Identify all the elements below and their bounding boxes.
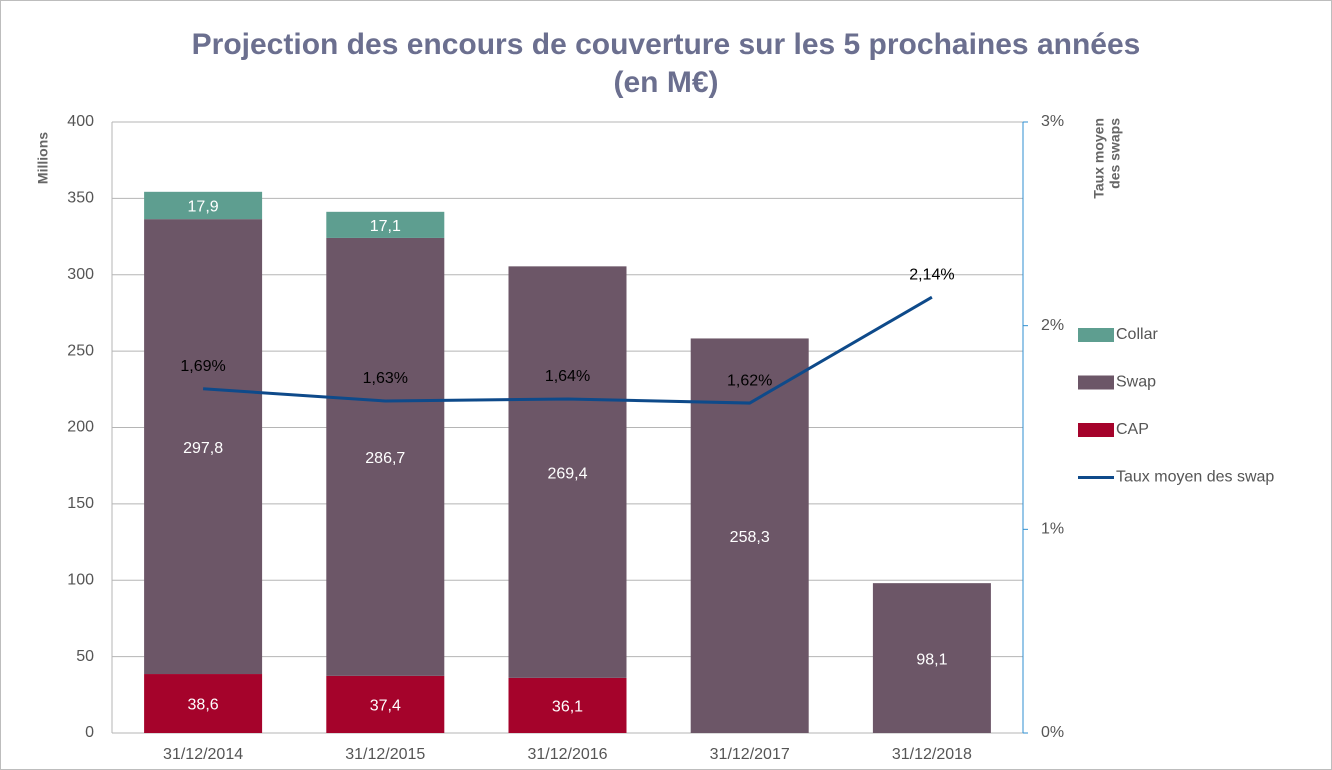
line-label: 1,63%	[363, 370, 408, 387]
y-tick-label: 200	[67, 419, 94, 436]
bar-segment	[326, 237, 445, 676]
line-series	[202, 295, 933, 405]
legend-label: Collar	[1116, 326, 1158, 343]
y2-tick-label: 3%	[1041, 113, 1064, 130]
x-tick-label: 31/12/2014	[163, 746, 243, 763]
data-label: 17,9	[188, 199, 219, 216]
legend-label: CAP	[1116, 421, 1149, 438]
bar-segment	[508, 677, 627, 733]
bar-segment	[872, 583, 991, 733]
y-tick-label: 0	[85, 724, 94, 741]
y-tick-label: 50	[76, 648, 94, 665]
y2-axis-label: des swaps	[1107, 118, 1123, 189]
bar-segment	[508, 266, 627, 678]
y-tick-label: 150	[67, 495, 94, 512]
bar-segment	[144, 674, 263, 733]
data-label: 37,4	[370, 698, 401, 715]
bar-segment	[144, 191, 263, 220]
data-label: 98,1	[916, 651, 947, 668]
legend-label: Taux moyen des swap	[1116, 469, 1274, 486]
y-tick-label: 300	[67, 266, 94, 283]
y-axis-label: Millions	[35, 132, 51, 184]
x-tick-label: 31/12/2018	[892, 746, 972, 763]
y2-tick-label: 2%	[1041, 317, 1064, 334]
line-label: 1,69%	[180, 358, 225, 375]
chart-title: (en M€)	[614, 66, 719, 99]
legend-swatch	[1078, 423, 1114, 437]
bar-segment	[326, 675, 445, 733]
legend-label: Swap	[1116, 374, 1156, 391]
line-label: 2,14%	[909, 266, 954, 283]
y-tick-label: 350	[67, 190, 94, 207]
data-label: 36,1	[552, 699, 583, 716]
y2-tick-label: 1%	[1041, 521, 1064, 538]
x-tick-label: 31/12/2016	[527, 746, 607, 763]
data-label: 17,1	[370, 218, 401, 235]
data-label: 258,3	[730, 529, 770, 546]
x-tick-label: 31/12/2017	[710, 746, 790, 763]
y2-tick-label: 0%	[1041, 724, 1064, 741]
y2-axis-label: Taux moyen	[1091, 118, 1107, 199]
line-label: 1,62%	[727, 372, 772, 389]
bar-segment	[326, 211, 445, 238]
bar-segment	[144, 219, 263, 675]
x-tick-label: 31/12/2015	[345, 746, 425, 763]
data-label: 38,6	[188, 697, 219, 714]
y-tick-label: 250	[67, 342, 94, 359]
chart-title: Projection des encours de couverture sur…	[192, 28, 1141, 61]
data-label: 297,8	[183, 440, 223, 457]
line-label: 1,64%	[545, 368, 590, 385]
y-tick-label: 100	[67, 571, 94, 588]
y-tick-label: 400	[67, 113, 94, 130]
data-label: 286,7	[365, 450, 405, 467]
data-label: 269,4	[547, 465, 587, 482]
legend-swatch	[1078, 375, 1114, 390]
legend-swatch	[1078, 328, 1114, 342]
